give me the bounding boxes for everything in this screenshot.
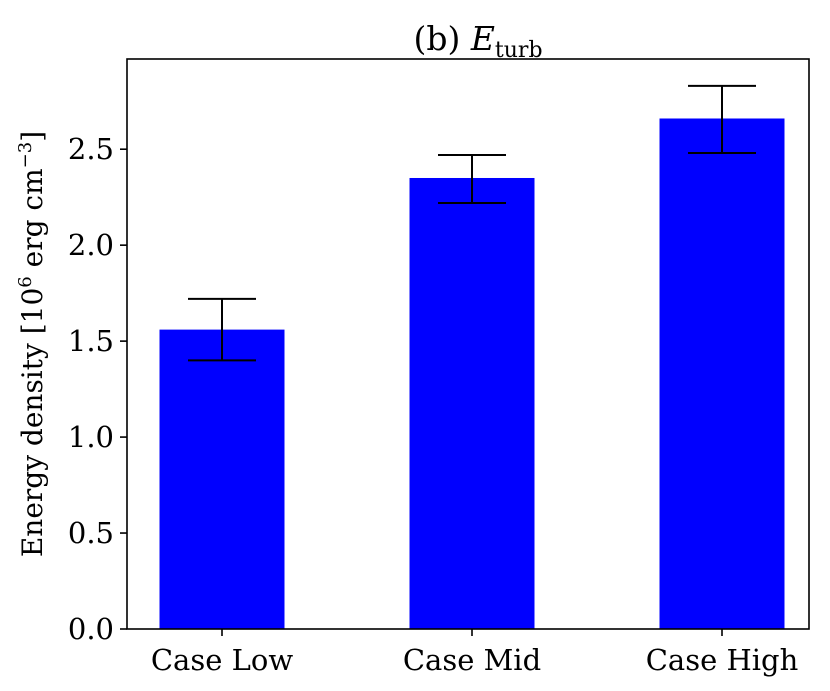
y-tick-label: 0.0: [68, 612, 114, 646]
y-tick-label: 1.0: [68, 420, 114, 454]
chart-title: (b) Eturb: [413, 19, 542, 63]
y-tick-label: 2.0: [68, 228, 114, 262]
y-tick-label: 1.5: [68, 324, 114, 358]
y-tick-label: 0.5: [68, 516, 114, 550]
x-tick-label: Case Mid: [403, 643, 541, 677]
errorbar: [438, 153, 506, 204]
bar-case-high: [659, 118, 785, 630]
y-axis-label-end: ]: [16, 131, 49, 142]
y-axis-label-mid: erg cm: [16, 168, 49, 276]
bar-case-low: [159, 329, 285, 629]
plot-area: [159, 84, 785, 630]
x-tick-label: Case Low: [151, 643, 293, 677]
chart-title-prefix: (b): [413, 19, 470, 58]
y-axis-label: Energy density [106 erg cm−3]: [15, 131, 49, 557]
axes-frame: [126, 58, 810, 630]
y-tick-label: 2.5: [68, 132, 114, 166]
chart-title-main: E: [470, 19, 495, 58]
errorbar: [188, 297, 256, 362]
y-axis-label-sup1: 6: [15, 276, 36, 287]
bar-case-mid: [409, 177, 535, 629]
y-axis-label-sup2: −3: [15, 142, 36, 169]
ticks: Case Low Case Mid Case High 0.0 0.5 1.0 1.5 2.0…: [68, 132, 798, 677]
y-axis-label-main: Energy density [10: [16, 288, 49, 557]
x-tick-label: Case High: [646, 643, 799, 677]
errorbar: [688, 84, 756, 155]
